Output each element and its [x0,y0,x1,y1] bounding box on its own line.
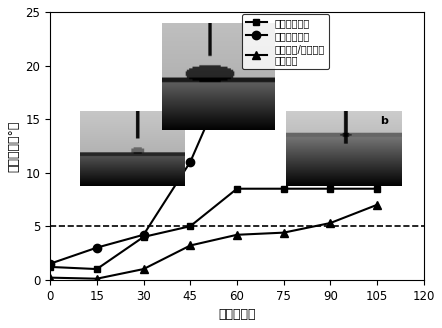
二氧化硅涂层 [328,187,333,191]
二氧化硅涂层 [281,187,286,191]
二氧化硅涂层 [47,265,53,269]
Legend: 二氧化硅涂层, 二氧化钔涂层, 二氧化硅/二氧化钔
复合涂层: 二氧化硅涂层, 二氧化钔涂层, 二氧化硅/二氧化钔 复合涂层 [242,14,329,69]
二氧化钔涂层 [234,53,240,57]
二氧化硅/二氧化钔
复合涂层 [187,243,193,247]
二氧化硅涂层 [94,267,99,271]
Line: 二氧化钔涂层: 二氧化钔涂层 [46,51,241,268]
二氧化钔涂层 [187,160,193,164]
二氧化钔涂层 [47,262,53,266]
X-axis label: 时间（天）: 时间（天） [218,308,256,321]
二氧化硅/二氧化钔
复合涂层 [94,277,99,281]
二氧化硅涂层 [234,187,240,191]
二氧化钔涂层 [94,246,99,250]
Line: 二氧化硅/二氧化钔
复合涂层: 二氧化硅/二氧化钔 复合涂层 [46,201,381,283]
二氧化硅涂层 [141,235,146,239]
二氧化硅涂层 [374,187,380,191]
二氧化钔涂层 [141,233,146,237]
二氧化硅涂层 [187,224,193,228]
二氧化硅/二氧化钔
复合涂层 [328,221,333,225]
Line: 二氧化硅涂层: 二氧化硅涂层 [46,185,381,273]
二氧化硅/二氧化钔
复合涂层 [234,233,240,237]
二氧化硅/二氧化钔
复合涂层 [374,203,380,207]
Y-axis label: 水接触角（°）: 水接触角（°） [7,120,20,172]
二氧化硅/二氧化钔
复合涂层 [141,267,146,271]
二氧化硅/二氧化钔
复合涂层 [281,231,286,235]
二氧化硅/二氧化钔
复合涂层 [47,276,53,279]
